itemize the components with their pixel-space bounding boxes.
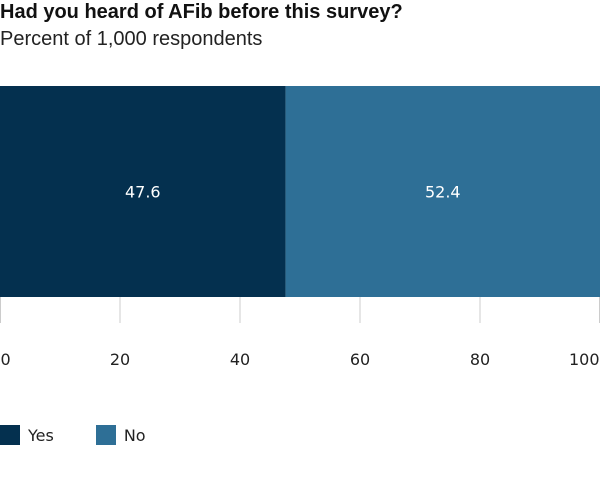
- data-label-yes: 47.6: [125, 183, 161, 202]
- legend-swatch-no: [95, 425, 116, 445]
- chart-subtitle: Percent of 1,000 respondents: [0, 28, 263, 50]
- x-tick-label-80: 80: [470, 350, 490, 369]
- chart-title: Had you heard of AFib before this survey…: [0, 1, 403, 23]
- x-tick-label-40: 40: [230, 350, 250, 369]
- bar-segment-yes: [0, 86, 286, 297]
- x-tick-label-0: 0: [1, 350, 11, 369]
- legend-item-yes: Yes: [0, 425, 54, 445]
- legend-swatch-yes: [0, 425, 20, 445]
- x-tick-label-100: 100: [569, 350, 600, 369]
- x-tick-label-60: 60: [350, 350, 370, 369]
- legend-label-no: No: [123, 425, 146, 445]
- chart-legend: Yes No: [0, 424, 188, 446]
- legend-label-yes: Yes: [28, 425, 54, 445]
- chart-plot-area: 47.6 52.4 0 20 40 60 80 100: [0, 86, 600, 369]
- data-label-no: 52.4: [425, 183, 461, 202]
- x-tick-label-20: 20: [110, 350, 130, 369]
- legend-item-no: No: [95, 425, 146, 445]
- bar-segment-no: [285, 86, 600, 297]
